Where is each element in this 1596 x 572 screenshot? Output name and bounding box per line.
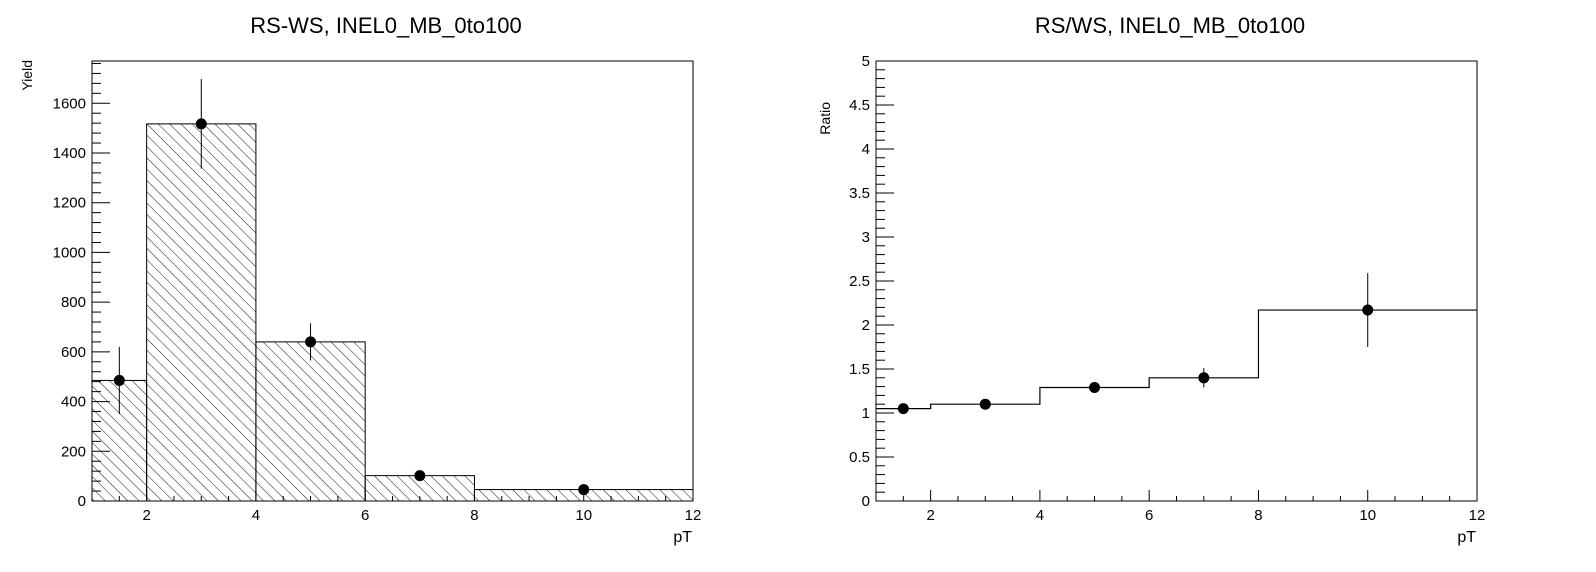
ratio-data-point: [979, 398, 991, 410]
ratio-x-tick-label: 8: [1254, 507, 1262, 524]
yield-y-tick-label: 1400: [53, 145, 86, 162]
ratio-y-tick-label: 2.5: [849, 273, 870, 290]
yield-panel: RS-WS, INEL0_MB_0to100 2 4 6 8 10 12 0 200 400 60…: [19, 13, 701, 546]
yield-x-tick-label: 10: [575, 507, 592, 524]
yield-x-tick-label: 6: [361, 507, 369, 524]
ratio-data-point: [1089, 381, 1101, 393]
ratio-x-tick-label: 2: [926, 507, 934, 524]
yield-data-point: [113, 374, 125, 386]
ratio-chart-title: RS/WS, INEL0_MB_0to100: [1035, 13, 1305, 38]
ratio-y-tick-label: 4.5: [849, 97, 870, 114]
ratio-x-tick-label: 10: [1359, 507, 1376, 524]
ratio-y-tick-label: 1.5: [849, 361, 870, 378]
ratio-y-tick-label: 4: [862, 141, 870, 158]
yield-y-tick-label: 800: [61, 294, 86, 311]
yield-x-tick-label: 2: [142, 507, 150, 524]
ratio-y-tick-label: 0.5: [849, 449, 870, 466]
yield-y-tick-label: 1000: [53, 244, 86, 261]
ratio-y-tick-label: 3: [862, 229, 870, 246]
yield-plot-area: 2 4 6 8 10 12 0 200 400 600 800 1000 1200 1400 1600: [53, 60, 702, 524]
yield-histogram-bin: [146, 123, 257, 502]
yield-data-point: [195, 118, 207, 130]
yield-data-point: [305, 336, 317, 348]
ratio-x-tick-label: 6: [1145, 507, 1153, 524]
ratio-y-tick-label: 1: [862, 405, 870, 422]
yield-data-point: [578, 484, 590, 496]
ratio-data-point: [1362, 304, 1374, 316]
ratio-x-tick-label: 4: [1036, 507, 1044, 524]
yield-data-point: [414, 470, 426, 482]
yield-y-axis-label: Yield: [19, 60, 35, 91]
yield-x-tick-label: 4: [252, 507, 260, 524]
ratio-histogram-line: [876, 309, 1477, 410]
ratio-y-tick-label: 3.5: [849, 185, 870, 202]
ratio-y-tick-label: 5: [862, 53, 870, 70]
ratio-plot-area: 2 4 6 8 10 12 0 0.5 1 1.5 2 2.5 3 3.5 4 4.5 5: [849, 53, 1485, 524]
ratio-x-tick-label: 12: [1469, 507, 1486, 524]
ratio-y-tick-label: 0: [862, 493, 870, 510]
ratio-data-point: [1198, 372, 1210, 384]
yield-y-tick-label: 200: [61, 443, 86, 460]
yield-chart-title: RS-WS, INEL0_MB_0to100: [250, 13, 521, 38]
yield-y-tick-label: 0: [78, 493, 86, 510]
ratio-data-point: [897, 403, 909, 415]
yield-x-axis-label: pT: [673, 529, 692, 546]
yield-x-tick-label: 12: [685, 507, 702, 524]
ratio-panel: RS/WS, INEL0_MB_0to100 2 4 6 8 10 1200.511.52…: [817, 13, 1485, 546]
yield-y-tick-label: 400: [61, 394, 86, 411]
yield-histogram-bin: [255, 341, 366, 502]
yield-y-tick-label: 600: [61, 344, 86, 361]
yield-x-tick-label: 8: [470, 507, 478, 524]
ratio-y-axis-label: Ratio: [817, 102, 833, 135]
yield-y-tick-label: 1600: [53, 95, 86, 112]
ratio-x-axis-label: pT: [1457, 529, 1476, 546]
yield-y-tick-label: 1200: [53, 195, 86, 212]
ratio-y-tick-label: 2: [862, 317, 870, 334]
ratio-plot-frame: [875, 60, 1478, 502]
